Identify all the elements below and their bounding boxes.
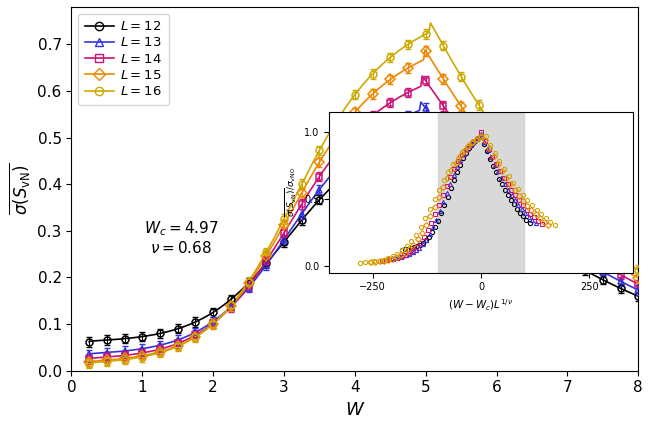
- Legend: $L = 12$, $L = 13$, $L = 14$, $L = 15$, $L = 16$: $L = 12$, $L = 13$, $L = 14$, $L = 15$, …: [78, 14, 168, 105]
- Text: $W_c = 4.97$
$\nu = 0.68$: $W_c = 4.97$ $\nu = 0.68$: [144, 219, 218, 256]
- Y-axis label: $\overline{\sigma(S_{\mathrm{vN}})}$: $\overline{\sigma(S_{\mathrm{vN}})}$: [7, 163, 32, 215]
- X-axis label: $W$: $W$: [344, 401, 365, 419]
